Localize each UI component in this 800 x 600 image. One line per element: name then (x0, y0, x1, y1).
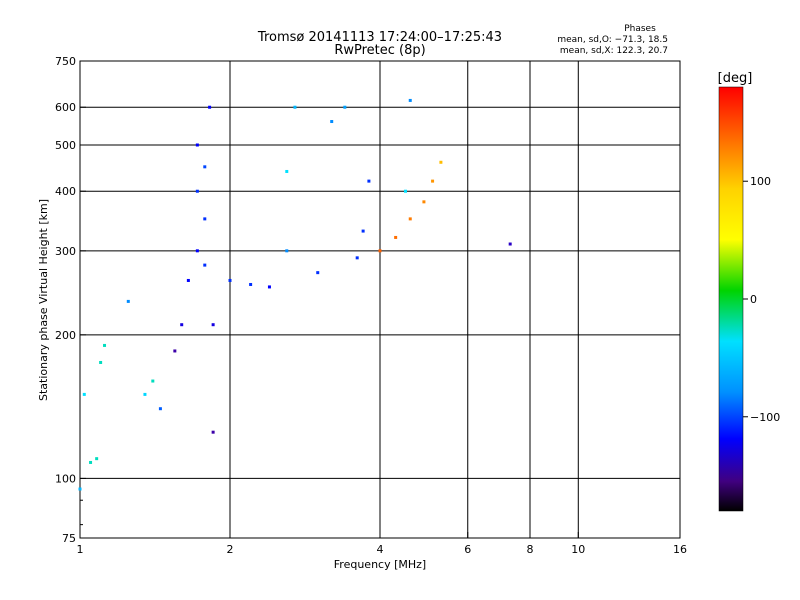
data-point (330, 120, 334, 124)
data-point (89, 460, 93, 464)
x-tick-label: 10 (571, 543, 585, 556)
data-point (211, 430, 215, 434)
data-point (403, 189, 407, 193)
data-point (249, 282, 253, 286)
colorbar-ticks: 100 0 −100 (743, 175, 780, 424)
data-point (99, 360, 103, 364)
data-point (173, 349, 177, 353)
data-point (203, 217, 207, 221)
data-point (267, 285, 271, 289)
data-point (195, 143, 199, 147)
x-tick-label: 8 (527, 543, 534, 556)
x-tick-label: 16 (673, 543, 687, 556)
data-point (203, 165, 207, 169)
colorbar-tick-label: 100 (750, 175, 771, 188)
x-tick-label: 2 (227, 543, 234, 556)
x-tick-label: 6 (464, 543, 471, 556)
stats-line-o: mean, sd,O: −71.3, 18.5 (557, 35, 668, 45)
data-point (208, 105, 212, 109)
stats-heading: Phases (624, 24, 656, 34)
data-point (78, 487, 82, 491)
x-tick-label: 1 (77, 543, 84, 556)
y-axis-label: Stationary phase Virtual Height [km] (37, 199, 50, 401)
colorbar-tick-label: −100 (750, 411, 780, 424)
data-point (203, 263, 207, 267)
data-point (180, 323, 184, 327)
grid-lines (80, 61, 680, 538)
data-point (394, 235, 398, 239)
data-point (408, 98, 412, 102)
colorbar (718, 86, 744, 512)
data-point (431, 179, 435, 183)
data-point (378, 249, 382, 253)
data-point (151, 379, 155, 383)
data-point (508, 242, 512, 246)
data-point (103, 343, 107, 347)
data-point (82, 392, 86, 396)
y-tick-label: 100 (55, 472, 76, 485)
data-point (195, 189, 199, 193)
data-point (211, 323, 215, 327)
data-point (316, 271, 320, 275)
chart-title: Tromsø 20141113 17:24:00–17:25:43 (257, 30, 502, 45)
data-point (361, 229, 365, 233)
chart-subtitle: RwPretec (8p) (334, 43, 425, 58)
y-tick-label: 300 (55, 245, 76, 258)
data-point (285, 249, 289, 253)
data-points (78, 98, 512, 491)
axis-ticks: 1 2 4 6 8 10 16 75 100 200 300 400 500 600 750 (55, 55, 687, 556)
data-point (285, 169, 289, 173)
data-point (293, 105, 297, 109)
data-point (439, 160, 443, 164)
y-tick-label: 500 (55, 139, 76, 152)
data-point (228, 278, 232, 282)
data-point (367, 179, 371, 183)
colorbar-tick-label: 0 (750, 293, 757, 306)
y-tick-label: 750 (55, 55, 76, 68)
data-point (126, 299, 130, 303)
y-tick-label: 200 (55, 329, 76, 342)
y-tick-label: 75 (62, 532, 76, 545)
data-point (343, 105, 347, 109)
y-tick-label: 400 (55, 185, 76, 198)
data-point (195, 249, 199, 253)
x-tick-label: 4 (377, 543, 384, 556)
data-point (158, 407, 162, 411)
data-point (355, 256, 359, 260)
data-point (95, 457, 99, 461)
data-point (186, 278, 190, 282)
data-point (408, 217, 412, 221)
data-point (143, 392, 147, 396)
y-tick-label: 600 (55, 101, 76, 114)
stats-line-x: mean, sd,X: 122.3, 20.7 (560, 46, 668, 56)
colorbar-label: [deg] (718, 71, 753, 86)
x-axis-label: Frequency [MHz] (334, 558, 426, 571)
data-point (422, 200, 426, 204)
